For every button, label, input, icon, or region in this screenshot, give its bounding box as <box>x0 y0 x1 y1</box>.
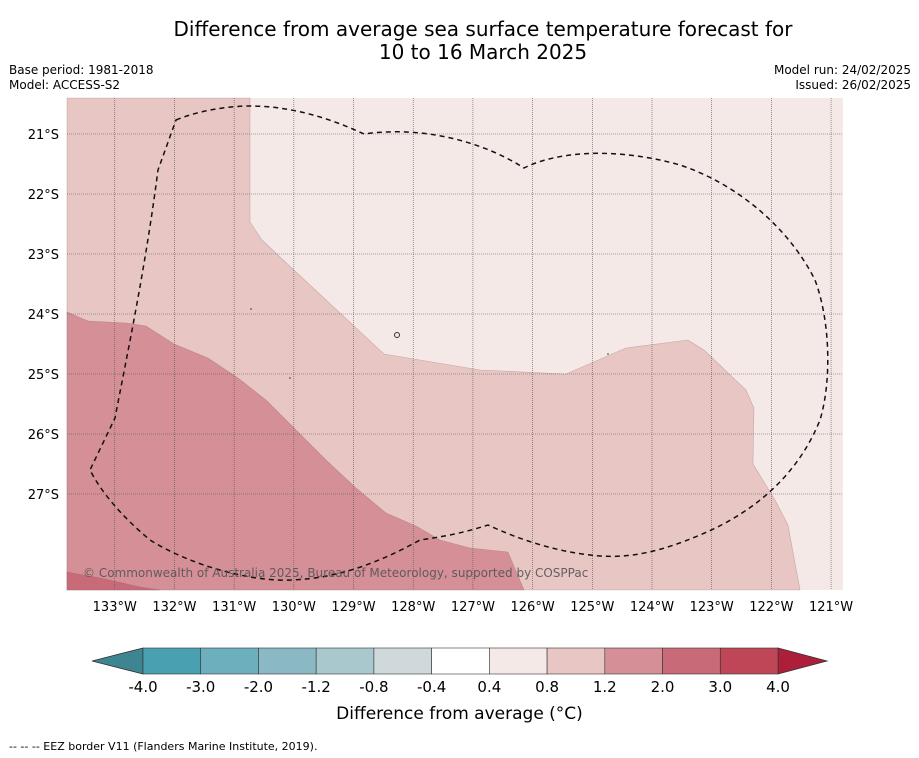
map-title: Difference from average sea surface temp… <box>0 18 919 64</box>
lat-tick-label: 22°S <box>28 188 59 203</box>
footer-note: -- -- -- EEZ border V11 (Flanders Marine… <box>9 740 318 753</box>
model-run: Model run: 24/02/2025 <box>773 63 911 77</box>
model-name: Model: ACCESS-S2 <box>9 78 121 92</box>
gridlines <box>67 98 843 590</box>
map-area <box>66 97 843 591</box>
lon-tick-label: 121°W <box>809 600 853 615</box>
lon-tick-label: 125°W <box>570 600 614 615</box>
base-period: Base period: 1981-2018 <box>9 63 154 77</box>
colorbar-tick-label: 1.2 <box>593 678 617 696</box>
colorbar-tick-label: -4.0 <box>128 678 157 696</box>
colorbar-tick-label: 2.0 <box>651 678 675 696</box>
lat-tick-label: 27°S <box>28 488 59 503</box>
colorbar-segment <box>662 647 721 675</box>
colorbar-tick-label: 3.0 <box>708 678 732 696</box>
zone-2-0-to-3-0 <box>66 571 161 591</box>
meta-right: Model run: 24/02/2025 Issued: 26/02/2025 <box>774 63 911 93</box>
lat-tick-label: 21°S <box>28 128 59 143</box>
colorbar-segment <box>604 647 663 675</box>
colorbar-segment <box>373 647 432 675</box>
contour-dot <box>289 377 291 379</box>
lon-tick-label: 127°W <box>451 600 495 615</box>
colorbar-segment <box>258 647 317 675</box>
colorbar-under-arrow <box>91 647 144 675</box>
eez-border <box>89 105 829 581</box>
latitude-labels: 21°S 22°S 23°S 24°S 25°S 26°S 27°S <box>28 128 59 503</box>
colorbar-tick-label: -3.0 <box>186 678 215 696</box>
lat-tick-label: 24°S <box>28 308 59 323</box>
colorbar-tick-label: -0.4 <box>417 678 446 696</box>
colorbar-tick-label: -2.0 <box>244 678 273 696</box>
lon-tick-label: 126°W <box>511 600 555 615</box>
colorbar-over-arrow <box>777 647 829 675</box>
title-line-1: Difference from average sea surface temp… <box>173 17 793 41</box>
contour-dot <box>250 308 252 310</box>
colorbar-title: Difference from average (°C) <box>336 704 583 724</box>
lon-tick-label: 122°W <box>749 600 793 615</box>
colorbar-tick-label: 0.8 <box>535 678 559 696</box>
copyright-text: © Commonwealth of Australia 2025, Bureau… <box>83 566 588 580</box>
lon-tick-label: 123°W <box>690 600 734 615</box>
colorbar-tick-label: -0.8 <box>359 678 388 696</box>
issued-date: Issued: 26/02/2025 <box>795 78 911 92</box>
lat-tick-label: 23°S <box>28 248 59 263</box>
colorbar-segment <box>546 647 606 675</box>
lon-tick-label: 129°W <box>331 600 375 615</box>
lat-tick-label: 25°S <box>28 368 59 383</box>
contour-dot <box>607 353 609 355</box>
lon-tick-label: 132°W <box>152 600 196 615</box>
lon-tick-label: 131°W <box>212 600 256 615</box>
longitude-labels: 133°W 132°W 131°W 130°W 129°W 128°W 127°W 126°W… <box>93 600 854 615</box>
colorbar-segment <box>200 647 259 675</box>
colorbar-tick-label: -1.2 <box>302 678 331 696</box>
meta-left: Base period: 1981-2018 Model: ACCESS-S2 <box>9 63 154 93</box>
contour-dot <box>394 332 400 338</box>
lon-tick-label: 133°W <box>93 600 137 615</box>
lon-tick-label: 124°W <box>630 600 674 615</box>
map-figure: 21°S22°S23°S24°S25°S26°S27°S 133°W 132°W 1… <box>28 97 854 696</box>
lon-tick-label: 130°W <box>272 600 316 615</box>
title-line-2: 10 to 16 March 2025 <box>378 40 588 64</box>
lon-tick-label: 128°W <box>391 600 435 615</box>
colorbar-segment <box>719 647 779 675</box>
colorbar-segment <box>142 647 202 675</box>
zone-1-2-to-2-0 <box>66 311 525 591</box>
colorbar-tick-label: 0.4 <box>477 678 501 696</box>
colorbar-segment <box>315 647 375 675</box>
colorbar-tick-label: 4.0 <box>766 678 790 696</box>
colorbar-segment <box>431 647 490 675</box>
colorbar-segment <box>489 647 548 675</box>
colorbar: -4.0 -3.0 -2.0 -1.2 -0.8 -0.4 0.4 0.8 1.2 2.0 3.0 4… <box>91 647 829 696</box>
lat-tick-label: 26°S <box>28 428 59 443</box>
